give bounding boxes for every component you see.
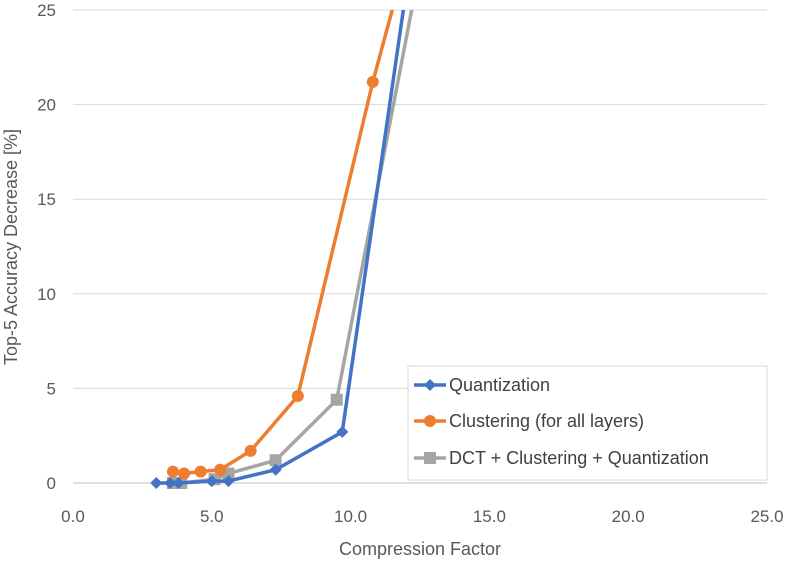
legend-entry: Quantization	[414, 375, 550, 395]
diamond-marker	[269, 463, 282, 476]
diamond-marker	[424, 379, 436, 391]
square-marker	[330, 393, 343, 406]
diamond-marker	[336, 425, 349, 438]
gridlines	[73, 9, 767, 389]
legend-entry: DCT + Clustering + Quantization	[414, 448, 709, 468]
y-tick-label: 0	[47, 474, 56, 493]
circle-marker	[214, 463, 227, 476]
circle-marker	[424, 415, 436, 427]
legend-label: Clustering (for all layers)	[449, 411, 644, 431]
diamond-marker	[172, 477, 185, 489]
x-tick-label: 15.0	[473, 507, 506, 526]
x-tick-label: 25.0	[750, 507, 783, 526]
x-tick-label: 10.0	[334, 507, 367, 526]
y-tick-label: 25	[37, 1, 56, 20]
diamond-marker	[164, 477, 177, 489]
legend-box	[407, 365, 768, 481]
y-tick-label: 10	[37, 285, 56, 304]
diamond-marker	[222, 475, 235, 488]
circle-marker	[166, 465, 179, 478]
circle-marker	[178, 467, 191, 480]
diamond-marker	[150, 477, 163, 489]
series-lines	[150, 10, 414, 489]
circle-marker	[291, 389, 304, 402]
legend: Quantization Clustering (for all layers) D…	[407, 365, 768, 481]
y-axis-title: Top-5 Accuracy Decrease [%]	[1, 129, 21, 365]
series-diamond	[150, 10, 406, 489]
y-tick-label: 15	[37, 190, 56, 209]
y-tick-label: 5	[47, 379, 56, 398]
circle-marker	[244, 444, 257, 457]
square-marker	[424, 452, 436, 464]
x-axis-title: Compression Factor	[339, 539, 501, 559]
legend-entry: Clustering (for all layers)	[414, 411, 644, 431]
x-tick-label: 0.0	[61, 507, 85, 526]
circle-marker	[366, 75, 379, 88]
circle-marker	[194, 465, 207, 478]
x-tick-label: 20.0	[612, 507, 645, 526]
x-tick-label: 5.0	[200, 507, 224, 526]
series-circle	[166, 10, 394, 480]
series-line	[171, 10, 394, 476]
square-marker	[269, 454, 282, 467]
y-tick-label: 20	[37, 96, 56, 115]
legend-label: Quantization	[449, 375, 550, 395]
legend-label: DCT + Clustering + Quantization	[449, 448, 709, 468]
tick-labels: 0 5 10 15 20 25 0.0 5.0 10.0 15.0 20.0 25.0	[37, 1, 783, 526]
diamond-marker	[205, 475, 218, 488]
